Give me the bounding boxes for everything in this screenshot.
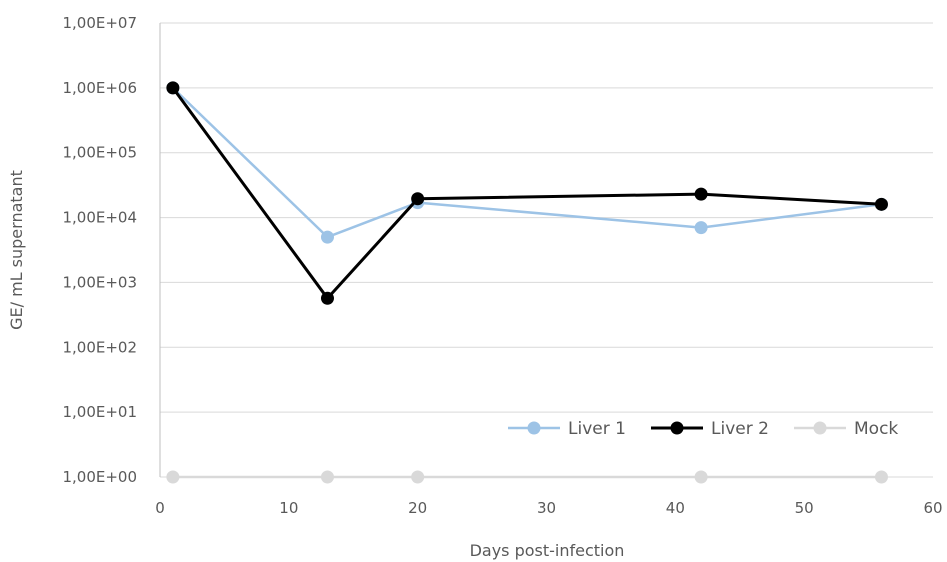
gridlines bbox=[160, 22, 933, 478]
legend-swatch-marker bbox=[527, 421, 541, 435]
x-axis-title: Days post-infection bbox=[470, 541, 625, 560]
legend-label: Mock bbox=[854, 419, 898, 439]
y-tick-label: 1,00E+03 bbox=[62, 273, 137, 291]
y-tick-label: 1,00E+07 bbox=[62, 14, 137, 32]
data-point bbox=[694, 221, 708, 235]
data-point bbox=[411, 470, 425, 484]
x-tick-label: 40 bbox=[666, 499, 685, 517]
legend-label: Liver 2 bbox=[711, 419, 769, 439]
data-point bbox=[874, 470, 888, 484]
y-tick-label: 1,00E+05 bbox=[62, 144, 137, 162]
data-point bbox=[694, 470, 708, 484]
y-axis-ticks: 1,00E+00 1,00E+01 1,00E+02 1,00E+03 1,00E+04… bbox=[62, 14, 137, 486]
series-liver-1 bbox=[166, 81, 888, 244]
series-line bbox=[171, 87, 882, 300]
x-tick-label: 60 bbox=[923, 499, 942, 517]
data-point bbox=[320, 291, 334, 305]
data-point bbox=[320, 230, 334, 244]
y-tick-label: 1,00E+04 bbox=[62, 209, 137, 227]
data-point bbox=[166, 81, 180, 95]
data-point bbox=[694, 187, 708, 201]
x-tick-label: 10 bbox=[279, 499, 298, 517]
series-mock bbox=[166, 470, 888, 484]
legend-label: Liver 1 bbox=[568, 419, 626, 439]
y-tick-label: 1,00E+02 bbox=[62, 338, 137, 356]
data-point bbox=[166, 470, 180, 484]
data-point bbox=[411, 192, 425, 206]
legend-swatch-marker bbox=[670, 421, 684, 435]
y-tick-label: 1,00E+01 bbox=[62, 403, 137, 421]
y-axis-title: GE/ mL supernatant bbox=[7, 170, 26, 330]
y-tick-label: 1,00E+00 bbox=[62, 468, 137, 486]
legend-swatch-marker bbox=[813, 421, 827, 435]
x-axis-ticks: 0 10 20 30 40 50 60 bbox=[155, 499, 942, 517]
x-tick-label: 0 bbox=[155, 499, 165, 517]
legend: Liver 1 Liver 2 Mock bbox=[508, 419, 898, 439]
data-point bbox=[320, 470, 334, 484]
x-tick-label: 30 bbox=[537, 499, 556, 517]
series-liver-2 bbox=[166, 81, 888, 305]
x-tick-label: 20 bbox=[408, 499, 427, 517]
series-group bbox=[166, 81, 888, 484]
legend-item-liver-2: Liver 2 bbox=[651, 419, 769, 439]
data-point bbox=[874, 197, 888, 211]
legend-item-mock: Mock bbox=[794, 419, 898, 439]
legend-item-liver-1: Liver 1 bbox=[508, 419, 626, 439]
y-tick-label: 1,00E+06 bbox=[62, 79, 137, 97]
series-line bbox=[172, 87, 882, 239]
x-tick-label: 50 bbox=[795, 499, 814, 517]
